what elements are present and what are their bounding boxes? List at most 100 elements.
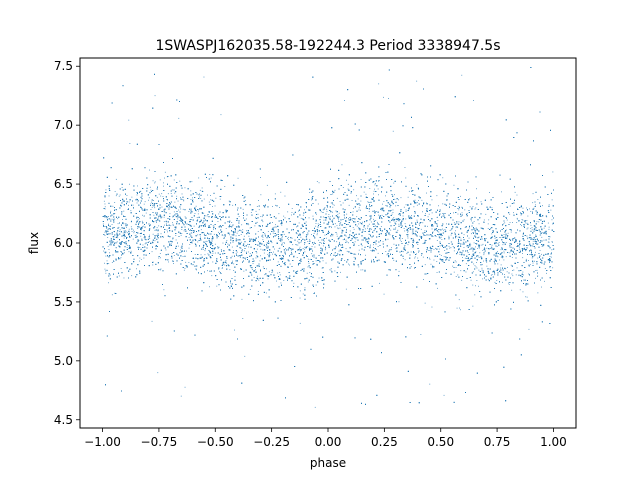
data-point xyxy=(259,260,261,262)
data-point xyxy=(442,215,444,217)
data-point xyxy=(106,269,108,271)
data-point xyxy=(525,296,527,298)
data-point xyxy=(338,212,340,214)
data-point xyxy=(527,238,528,240)
data-point xyxy=(368,240,370,242)
data-point xyxy=(390,209,392,211)
data-point xyxy=(499,259,500,261)
data-point xyxy=(487,278,489,280)
data-point xyxy=(419,225,420,226)
data-point xyxy=(521,225,522,227)
data-point xyxy=(529,208,530,210)
data-point xyxy=(243,245,245,247)
data-point xyxy=(224,264,226,266)
data-point xyxy=(455,261,457,263)
data-point xyxy=(113,236,115,238)
data-point xyxy=(281,237,283,239)
data-point xyxy=(351,238,353,240)
data-point xyxy=(242,318,244,319)
data-point xyxy=(436,272,438,273)
data-point xyxy=(181,193,183,195)
data-point xyxy=(424,264,426,266)
data-point xyxy=(154,235,156,237)
data-point xyxy=(104,203,106,205)
data-point xyxy=(203,218,205,220)
data-point xyxy=(272,253,273,255)
data-point xyxy=(131,196,133,198)
data-point xyxy=(549,267,551,269)
data-point xyxy=(535,251,536,253)
data-point xyxy=(230,242,232,244)
data-point xyxy=(103,250,105,252)
data-point xyxy=(235,253,237,255)
data-point xyxy=(339,225,341,226)
data-point xyxy=(435,235,437,237)
data-point xyxy=(544,268,546,269)
data-point xyxy=(106,269,108,271)
data-point xyxy=(134,235,136,236)
data-point xyxy=(180,249,181,251)
data-point xyxy=(190,221,191,222)
data-point xyxy=(403,228,405,229)
data-point xyxy=(438,234,440,236)
data-point xyxy=(463,219,465,221)
data-point xyxy=(344,216,345,218)
data-point xyxy=(347,183,349,185)
data-point xyxy=(284,195,286,197)
data-point xyxy=(348,242,349,244)
data-point xyxy=(444,231,446,233)
data-point xyxy=(123,210,125,212)
data-point xyxy=(112,214,114,216)
data-point xyxy=(414,199,416,201)
data-point xyxy=(150,203,152,205)
data-point xyxy=(436,195,438,197)
data-point xyxy=(104,251,106,253)
data-point xyxy=(153,200,154,201)
data-point xyxy=(322,209,324,211)
data-point xyxy=(149,234,150,236)
data-point xyxy=(210,252,212,254)
data-point xyxy=(175,227,177,229)
data-point xyxy=(448,235,450,237)
data-point xyxy=(114,292,116,294)
data-point xyxy=(425,213,426,215)
data-point xyxy=(354,241,356,243)
data-point xyxy=(478,285,479,287)
data-point xyxy=(163,185,164,187)
data-point xyxy=(104,208,106,210)
data-point xyxy=(206,240,208,242)
data-point xyxy=(372,197,374,199)
data-point xyxy=(548,204,550,206)
data-point xyxy=(422,211,423,213)
data-point xyxy=(474,208,476,210)
data-point xyxy=(364,228,366,230)
data-point xyxy=(394,198,396,200)
data-point xyxy=(304,247,306,249)
data-point xyxy=(164,210,166,212)
data-point xyxy=(219,196,221,197)
data-point xyxy=(327,233,329,235)
data-point xyxy=(281,224,283,226)
data-point xyxy=(513,269,515,271)
data-point xyxy=(433,248,435,250)
data-point xyxy=(402,213,404,214)
data-point xyxy=(106,260,108,262)
data-point xyxy=(316,181,318,182)
data-point xyxy=(179,180,181,182)
data-point xyxy=(141,226,143,228)
data-point xyxy=(413,206,415,208)
data-point xyxy=(522,253,523,254)
data-point xyxy=(416,184,418,185)
data-point xyxy=(192,264,194,265)
data-point xyxy=(242,229,244,231)
data-point xyxy=(168,261,169,263)
data-point xyxy=(129,143,131,144)
data-point xyxy=(315,221,317,222)
data-point xyxy=(115,178,117,180)
data-point xyxy=(283,215,285,217)
data-point xyxy=(114,218,116,220)
data-point xyxy=(526,220,528,221)
data-point xyxy=(377,188,379,190)
data-point xyxy=(472,254,474,256)
data-point xyxy=(400,241,402,242)
